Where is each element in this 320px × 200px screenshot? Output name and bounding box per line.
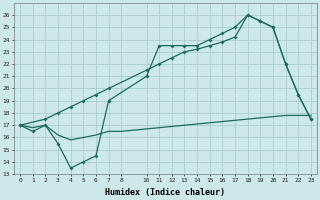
X-axis label: Humidex (Indice chaleur): Humidex (Indice chaleur) (106, 188, 226, 197)
